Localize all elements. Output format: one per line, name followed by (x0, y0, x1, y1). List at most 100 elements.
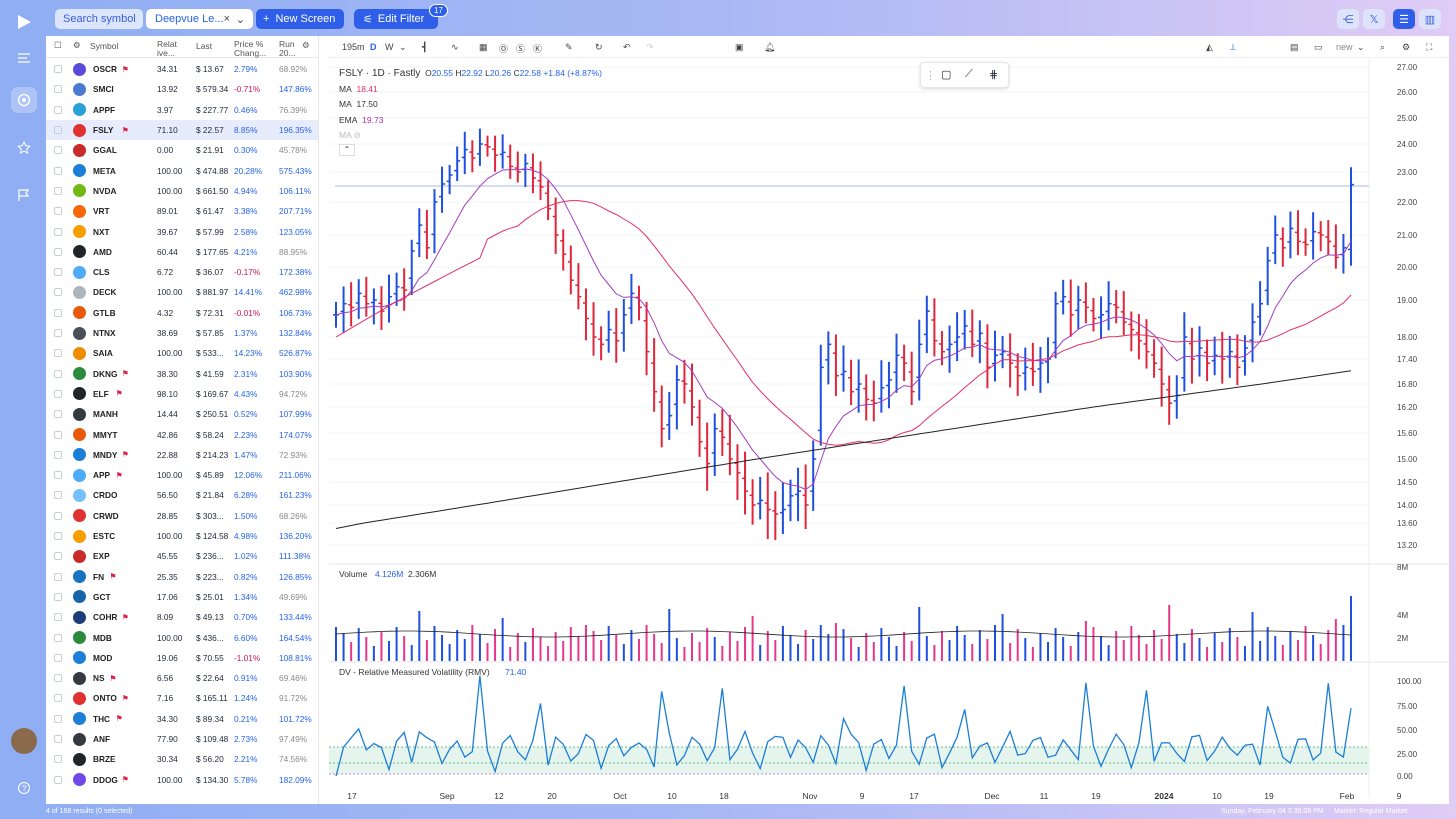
table-row[interactable]: GCT 17.06 $ 25.01 1.34% 49.69% (46, 587, 318, 607)
table-row[interactable]: NTNX 38.69 $ 57.85 1.37% 132.84% (46, 323, 318, 343)
row-checkbox[interactable] (54, 430, 62, 439)
flag-icon[interactable]: ⚑ (121, 693, 129, 703)
symbol[interactable]: DECK (93, 287, 117, 298)
table-row[interactable]: META 100.00 $ 474.88 20.28% 575.43% (46, 161, 318, 181)
symbol[interactable]: SMCI (93, 84, 114, 95)
symbol[interactable]: ESTC (93, 531, 116, 542)
s-button[interactable]: Ⓢ (516, 44, 526, 54)
flag-icon[interactable]: ⚑ (121, 775, 129, 785)
table-row[interactable]: DKNG ⚑ 38.30 $ 41.59 2.31% 103.90% (46, 364, 318, 384)
symbol[interactable]: COHR (93, 612, 118, 623)
col-rel[interactable]: Relat ive... (157, 39, 177, 58)
table-row[interactable]: SMCI 13.92 $ 579.34 -0.71% 147.86% (46, 79, 318, 99)
symbol[interactable]: MDB (93, 632, 112, 643)
search-icon[interactable]: ⌕ (1380, 42, 1386, 52)
symbol[interactable]: APPF (93, 104, 116, 115)
redo-icon[interactable]: ↷ (646, 42, 654, 52)
search-input[interactable]: Search symbol (55, 9, 143, 29)
table-row[interactable]: MOD 19.06 $ 70.55 -1.01% 108.81% (46, 648, 318, 668)
alert-icon[interactable]: 🔔︎ (764, 42, 776, 52)
row-checkbox[interactable] (54, 268, 62, 277)
share-icon[interactable]: ⋲ (1337, 9, 1359, 29)
table-row[interactable]: NVDA 100.00 $ 661.50 4.94% 106.11% (46, 181, 318, 201)
logo-icon[interactable] (11, 9, 37, 35)
table-row[interactable]: ANF 77.90 $ 109.48 2.73% 97.49% (46, 729, 318, 749)
row-checkbox[interactable] (54, 592, 62, 601)
table-row[interactable]: FSLY ⚑ 71.10 $ 22.57 8.85% 196.35% (46, 119, 318, 141)
bar-pattern-icon[interactable]: ⋕ (989, 69, 999, 81)
symbol[interactable]: NS (93, 673, 105, 684)
symbol[interactable]: CRDO (93, 490, 118, 501)
row-checkbox[interactable] (54, 105, 62, 114)
table-row[interactable]: CLS 6.72 $ 36.07 -0.17% 172.38% (46, 262, 318, 282)
list-view-icon[interactable]: ☰ (1393, 9, 1415, 29)
columns-settings-icon[interactable]: ⚙ (302, 40, 310, 50)
row-checkbox[interactable] (54, 511, 62, 520)
table-row[interactable]: CRDO 56.50 $ 21.84 6.28% 161.23% (46, 485, 318, 505)
gear-icon[interactable]: ⚙ (1402, 42, 1411, 52)
eye-hidden-icon[interactable]: ⊘ (353, 130, 361, 140)
table-row[interactable]: MDB 100.00 $ 436... 6.60% 164.54% (46, 627, 318, 647)
screener-icon[interactable] (11, 87, 37, 113)
row-checkbox[interactable] (54, 410, 62, 419)
row-checkbox[interactable] (54, 207, 62, 216)
symbol[interactable]: ELF (93, 388, 109, 399)
symbol[interactable]: NXT (93, 226, 110, 237)
draw-icon[interactable]: ✎ (565, 42, 573, 52)
table-row[interactable]: MANH 14.44 $ 250.51 0.52% 107.99% (46, 404, 318, 424)
symbol[interactable]: MNDY (93, 449, 118, 460)
trendline-icon[interactable]: ⟋ (965, 68, 973, 80)
col-chg[interactable]: Price % Chang... (234, 39, 267, 58)
camera-icon[interactable]: ▣ (735, 42, 744, 52)
symbol[interactable]: BRZE (93, 754, 116, 765)
measure-icon[interactable]: ⟂ (1230, 42, 1237, 52)
row-checkbox[interactable] (54, 613, 62, 622)
symbol[interactable]: MANH (93, 409, 118, 420)
help-icon[interactable]: ? (11, 775, 37, 801)
row-checkbox[interactable] (54, 552, 62, 561)
new-screen-button[interactable]: + New Screen (256, 9, 344, 29)
row-checkbox[interactable] (54, 491, 62, 500)
fullscreen-icon[interactable]: ⛶ (1426, 42, 1433, 52)
table-row[interactable]: THC ⚑ 34.30 $ 89.34 0.21% 101.72% (46, 709, 318, 729)
symbol[interactable]: MMYT (93, 429, 118, 440)
row-checkbox[interactable] (54, 126, 62, 135)
x-social-icon[interactable]: 𝕏 (1363, 9, 1385, 29)
symbol[interactable]: ANF (93, 734, 111, 745)
symbol[interactable]: AMD (93, 246, 112, 257)
row-checkbox[interactable] (54, 532, 62, 541)
table-row[interactable]: OSCR ⚑ 34.31 $ 13.67 2.79% 68.92% (46, 59, 318, 79)
flag-icon[interactable]: ⚑ (109, 572, 117, 582)
row-checkbox[interactable] (54, 247, 62, 256)
table-row[interactable]: ELF ⚑ 98.10 $ 169.67 4.43% 94.72% (46, 384, 318, 404)
table-row[interactable]: MNDY ⚑ 22.88 $ 214.23 1.47% 72.93% (46, 445, 318, 465)
row-checkbox[interactable] (54, 329, 62, 338)
flag-icon[interactable]: ⚑ (109, 673, 117, 683)
o-button[interactable]: Ⓞ (499, 44, 509, 54)
table-row[interactable]: APPF 3.97 $ 227.77 0.46% 76.39% (46, 100, 318, 120)
row-checkbox[interactable] (54, 775, 62, 784)
row-checkbox[interactable] (54, 308, 62, 317)
row-checkbox[interactable] (54, 146, 62, 155)
table-row[interactable]: APP ⚑ 100.00 $ 45.89 12.06% 211.06% (46, 465, 318, 485)
symbol[interactable]: OSCR (93, 64, 117, 75)
flag-icon[interactable]: ⚑ (121, 612, 129, 622)
table-row[interactable]: BRZE 30.34 $ 56.20 2.21% 74.56% (46, 749, 318, 769)
row-checkbox[interactable] (54, 694, 62, 703)
table-row[interactable]: NS ⚑ 6.56 $ 22.64 0.91% 69.46% (46, 668, 318, 688)
symbol[interactable]: CRWD (93, 510, 119, 521)
settings-icon[interactable]: ⚙ (73, 40, 81, 50)
symbol[interactable]: THC (93, 713, 111, 724)
refresh-icon[interactable]: ↻ (595, 42, 603, 52)
row-checkbox[interactable] (54, 572, 62, 581)
symbol[interactable]: GCT (93, 591, 111, 602)
chart-canvas[interactable]: 27.00 26.00 25.00 24.00 23.00 22.00 21.00 20.00… (329, 58, 1449, 804)
chevron-down-icon[interactable]: ⌄ (235, 13, 245, 26)
row-checkbox[interactable] (54, 227, 62, 236)
symbol[interactable]: NVDA (93, 185, 117, 196)
indicators-icon[interactable]: ∿ (451, 42, 459, 52)
flag-icon[interactable]: ⚑ (121, 369, 129, 379)
symbol[interactable]: META (93, 165, 116, 176)
flag-icon[interactable]: ⚑ (121, 125, 129, 135)
table-row[interactable]: ONTO ⚑ 7.16 $ 165.11 1.24% 91.72% (46, 688, 318, 708)
